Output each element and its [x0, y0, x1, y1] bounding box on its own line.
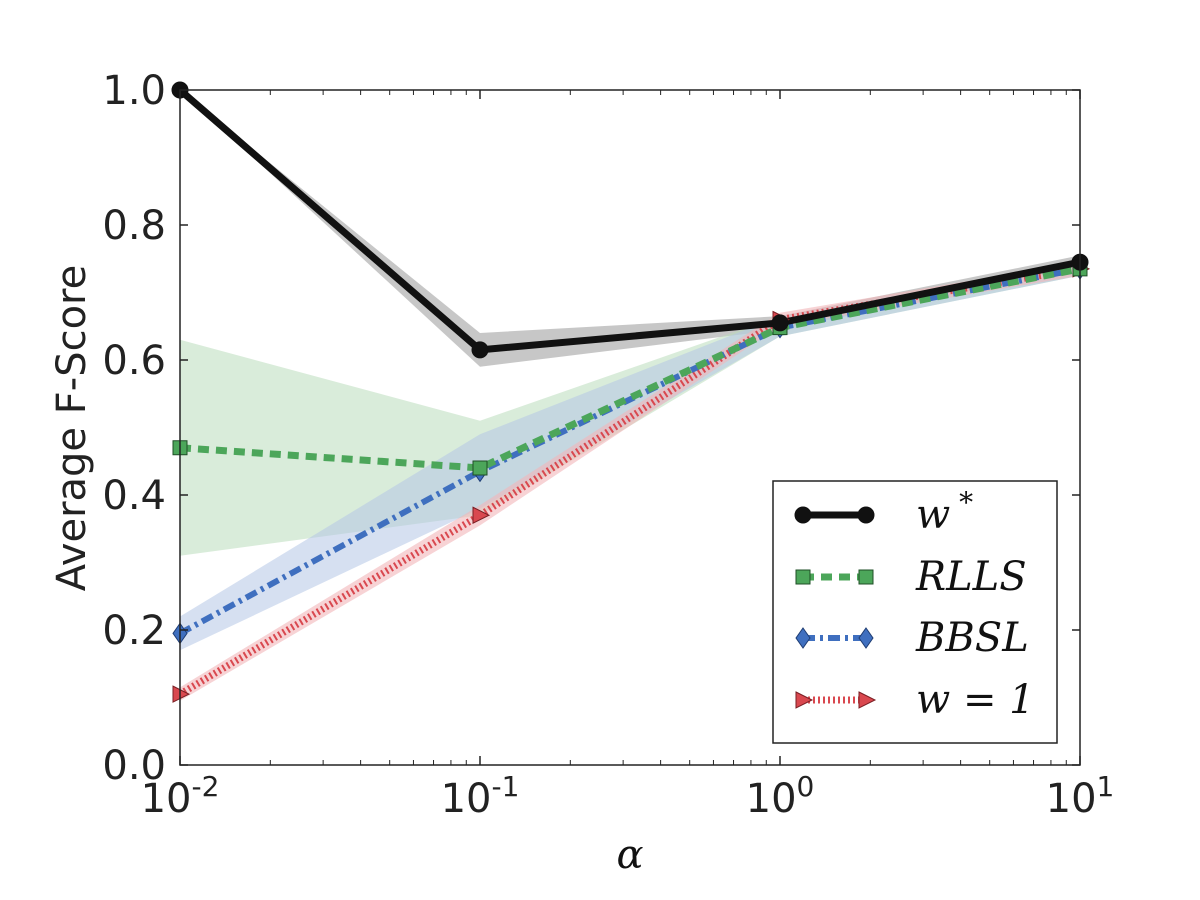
x-tick-label: 101 — [1046, 770, 1115, 822]
y-tick-label: 1.0 — [102, 68, 166, 114]
y-tick-label: 0.8 — [102, 203, 166, 249]
legend-item-3-marker — [795, 627, 811, 649]
legend-item-3-label: BBSL — [915, 615, 1029, 661]
legend-item-3-marker — [858, 627, 874, 649]
legend-item-4-marker — [795, 691, 814, 709]
series-4-marker — [472, 506, 491, 525]
series-4-marker — [172, 685, 191, 703]
legend-item-2-label: RLLS — [915, 554, 1027, 600]
series-2-line — [179, 265, 1081, 472]
series-lines — [176, 86, 1084, 698]
y-tick-label: 0.4 — [102, 473, 166, 519]
x-axis-label: α — [616, 832, 643, 878]
legend-item-4-marker — [858, 691, 877, 709]
y-tick-label: 0.2 — [102, 608, 166, 654]
y-tick-label: 0.6 — [102, 338, 166, 384]
legend: w * RLLS BBSL w = 1 — [772, 480, 1058, 744]
legend-item-1-label: w * — [916, 486, 973, 538]
legend-item-2: RLLS — [795, 554, 1027, 600]
series-1-marker — [471, 341, 489, 359]
y-tick-label: 0.0 — [102, 743, 166, 789]
x-tick-label: 10-2 — [141, 770, 220, 822]
legend-item-4: w = 1 — [795, 677, 1035, 723]
legend-item-1-marker — [857, 506, 875, 524]
legend-item-4-label: w = 1 — [916, 677, 1035, 723]
confidence-bands — [180, 90, 1080, 701]
legend-item-3: BBSL — [795, 615, 1029, 661]
series-1-band — [180, 90, 1080, 367]
y-axis-ticks: 0.0 0.2 0.4 0.6 0.8 1.0 — [102, 68, 1080, 789]
plot-frame — [179, 89, 1081, 766]
legend-item-2-marker — [858, 569, 874, 585]
series-1-marker — [771, 314, 789, 332]
x-tick-label: 10-1 — [441, 770, 520, 822]
series-2-marker — [472, 460, 488, 476]
x-axis-ticks: 10-2 10-1 100 101 — [141, 90, 1115, 822]
y-axis-label: Average F-Score — [49, 265, 95, 591]
legend-box — [772, 480, 1058, 744]
series-1-line — [176, 86, 1084, 354]
legend-item-1: w * — [794, 486, 973, 538]
series-markers — [171, 81, 1091, 703]
legend-item-2-marker — [795, 569, 811, 585]
x-tick-label: 100 — [746, 770, 815, 822]
legend-item-1-marker — [794, 506, 812, 524]
